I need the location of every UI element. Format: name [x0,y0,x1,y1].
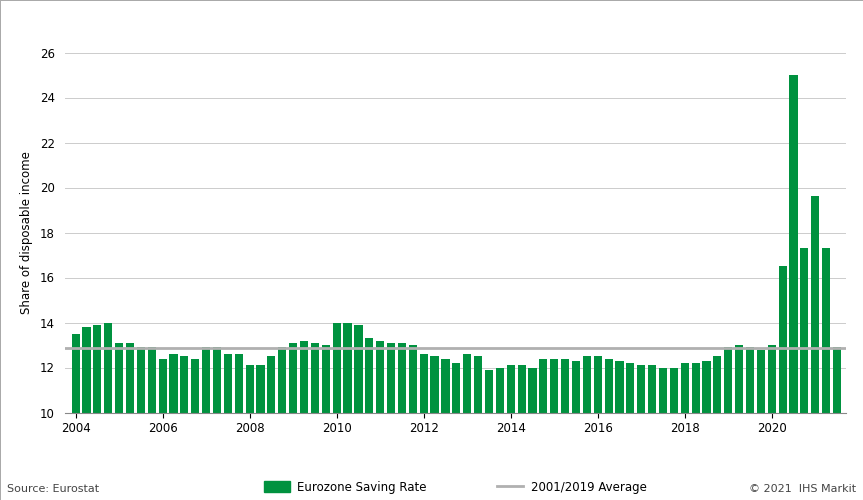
Bar [550,358,558,500]
Bar [256,365,265,500]
Bar [561,358,570,500]
Bar [790,75,797,500]
Bar [213,347,221,500]
Bar [702,361,710,500]
Bar [409,345,417,500]
Bar [572,361,580,500]
Bar [126,343,134,500]
Bar [811,196,819,500]
Bar [800,248,809,500]
Bar [72,334,79,500]
Bar [627,363,634,500]
Bar [169,354,178,500]
Bar [518,365,526,500]
Bar [670,368,678,500]
Bar [246,365,254,500]
Bar [398,343,406,500]
Bar [148,347,156,500]
Text: © 2021  IHS Markit: © 2021 IHS Markit [749,484,856,494]
Bar [343,322,351,500]
Bar [137,347,145,500]
Bar [714,356,721,500]
Bar [93,325,102,500]
Bar [768,345,776,500]
Bar [278,347,287,500]
Bar [463,354,471,500]
Bar [365,338,374,500]
Bar [376,340,384,500]
Bar [431,356,438,500]
Text: Source: Eurostat: Source: Eurostat [7,484,99,494]
Bar [495,368,504,500]
Bar [746,347,754,500]
Bar [833,347,841,500]
Bar [441,358,450,500]
Bar [724,347,733,500]
Bar [735,345,743,500]
Bar [180,356,188,500]
Bar [82,327,91,500]
Bar [224,354,232,500]
Bar [355,325,362,500]
Bar [507,365,515,500]
Bar [648,365,656,500]
Bar [594,356,602,500]
Bar [104,322,112,500]
Bar [604,358,613,500]
Bar [235,354,243,500]
Bar [300,340,308,500]
Bar [311,343,319,500]
Bar [452,363,460,500]
Bar [691,363,700,500]
Bar [822,248,830,500]
Bar [757,350,765,500]
Legend: Eurozone Saving Rate, 2001/2019 Average: Eurozone Saving Rate, 2001/2019 Average [260,476,651,498]
Bar [528,368,537,500]
Text: Chart 1:  The eurozone household saving rate rose sharply in 2020: Chart 1: The eurozone household saving r… [7,12,560,28]
Bar [659,368,667,500]
Bar [202,347,211,500]
Bar [332,322,341,500]
Bar [583,356,591,500]
Bar [268,356,275,500]
Bar [539,358,547,500]
Bar [474,356,482,500]
Bar [419,354,428,500]
Bar [192,358,199,500]
Bar [681,363,689,500]
Bar [115,343,123,500]
Y-axis label: Share of disposable income: Share of disposable income [20,151,33,314]
Bar [159,358,167,500]
Bar [778,266,787,500]
Bar [289,343,297,500]
Bar [615,361,624,500]
Bar [322,345,330,500]
Bar [387,343,395,500]
Bar [637,365,646,500]
Bar [485,370,493,500]
